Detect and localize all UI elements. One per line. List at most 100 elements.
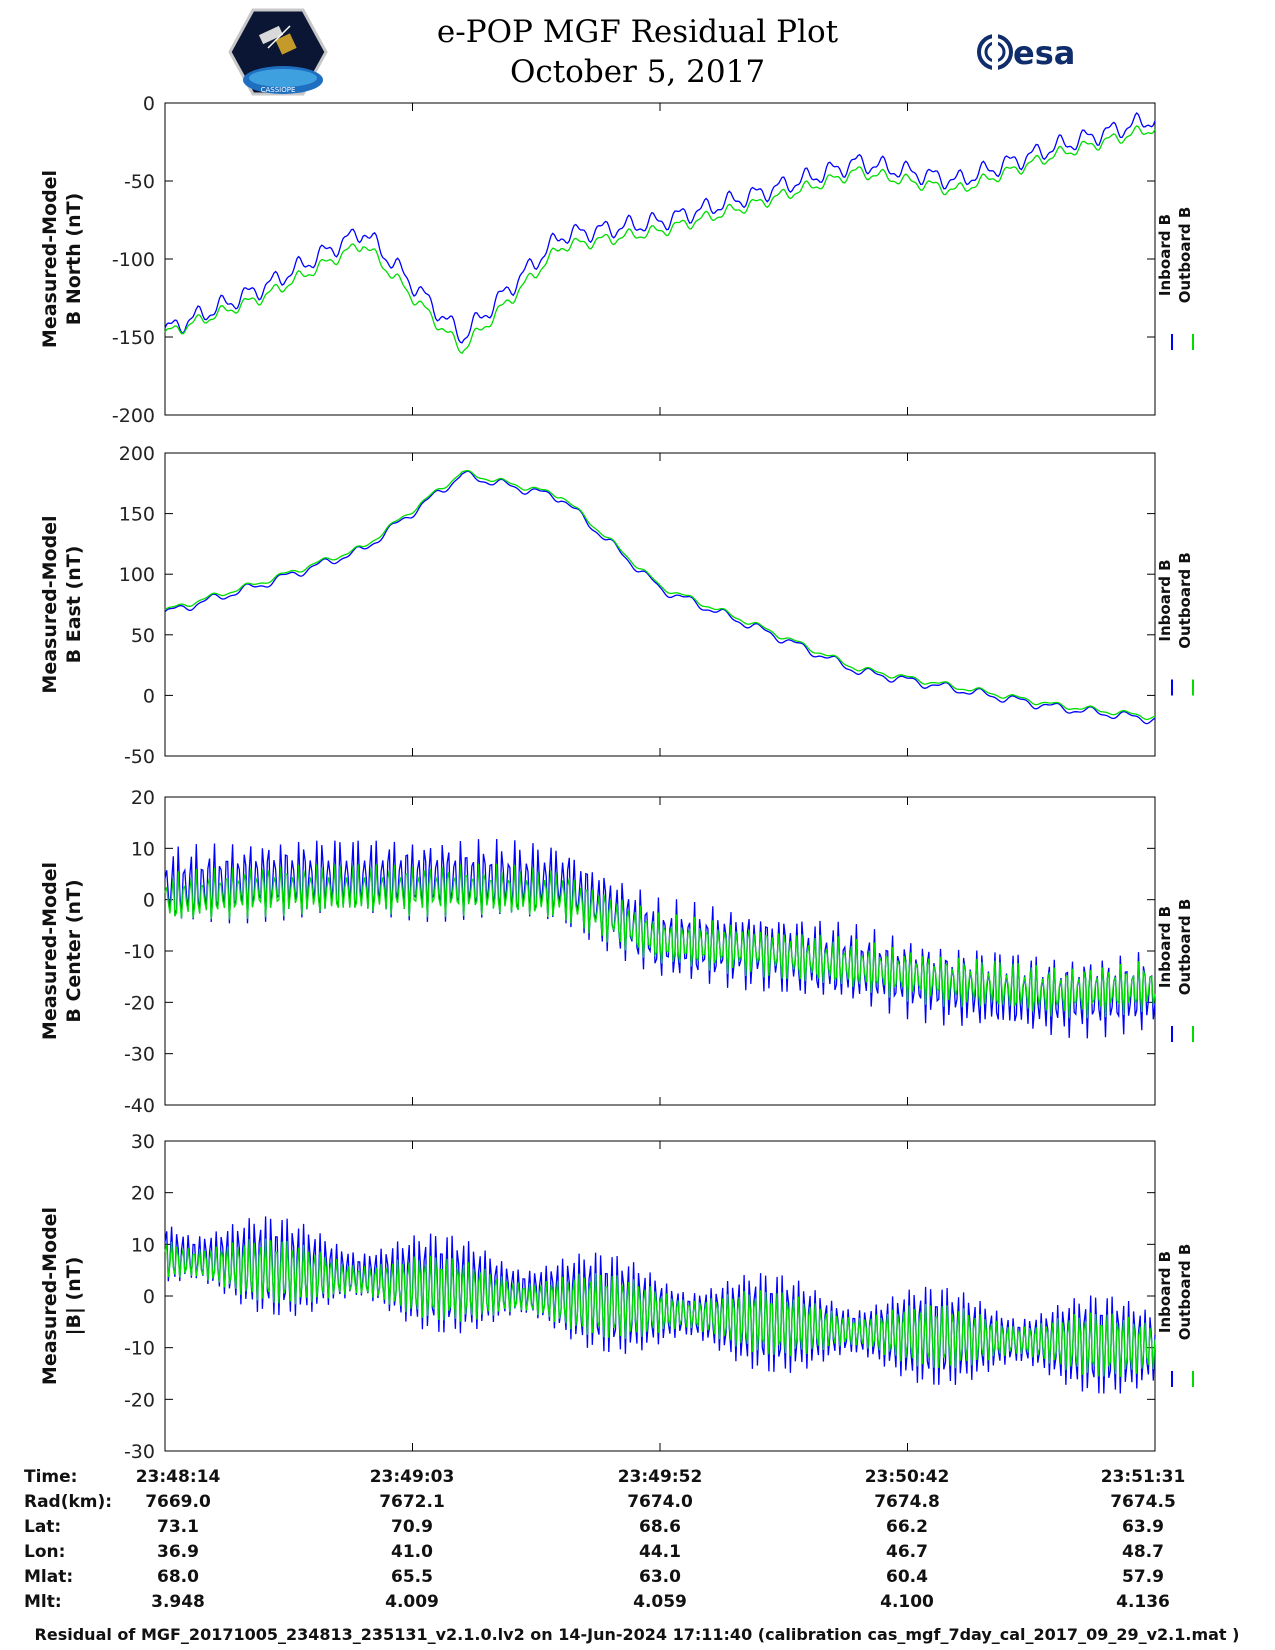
legend: Inboard B Outboard B [1156, 899, 1194, 996]
orbit-cell: 57.9 [1122, 1567, 1164, 1587]
y-axis-label: Measured-Model B North (nT) [39, 170, 85, 348]
y-tick-label: -10 [124, 1338, 155, 1360]
orbit-cell: 44.1 [639, 1542, 681, 1562]
panel-2: 200 150 100 50 0 -50 Measured-Model B East (nT)… [39, 443, 1194, 768]
orbit-cell: 48.7 [1122, 1542, 1164, 1562]
orbit-cell: 63.0 [639, 1567, 681, 1587]
panel-3: 20 10 0 -10 -20 -30 -40 Measured-Model B Center … [39, 787, 1194, 1117]
series-line-outboard [164, 863, 1156, 1019]
cassiope-logo: CASSIOPE [228, 8, 328, 96]
orbit-row-label: Mlt: [24, 1592, 62, 1612]
y-tick-label: 50 [131, 625, 155, 647]
orbit-cell: 68.0 [157, 1567, 199, 1587]
panel-1: 0 -50 -100 -150 -200 Measured-Model B North (n… [39, 93, 1194, 427]
y-tick-label: -150 [112, 327, 155, 349]
orbit-cell: 23:49:52 [618, 1467, 703, 1487]
y-tick-label: 10 [131, 1234, 155, 1256]
orbit-row-label: Lon: [24, 1542, 65, 1562]
y-axis-label-line-1: Measured-Model [39, 515, 61, 693]
axes-frame [164, 102, 1156, 416]
orbit-cell: 4.059 [633, 1592, 687, 1612]
y-tick-label: 0 [143, 685, 155, 707]
orbit-row-label: Mlat: [24, 1567, 73, 1587]
y-tick-label: -200 [112, 405, 155, 427]
panel-4: 30 20 10 0 -10 -20 -30 Measured-Model |B| (nT) In… [39, 1131, 1194, 1463]
orbit-cell: 23:49:03 [370, 1467, 455, 1487]
axes-frame [164, 452, 1156, 757]
y-tick-label: 200 [119, 443, 155, 465]
series-line-inboard [164, 470, 1156, 725]
orbit-cell: 7672.1 [379, 1492, 445, 1512]
orbit-cell: 4.009 [385, 1592, 439, 1612]
y-tick-label: -20 [124, 992, 155, 1014]
y-tick-label: -40 [124, 1095, 155, 1117]
y-axis-label: Measured-Model B Center (nT) [39, 862, 85, 1040]
orbit-cell: 7674.8 [874, 1492, 940, 1512]
orbit-cell: 70.9 [391, 1517, 433, 1537]
y-tick-label: -10 [124, 941, 155, 963]
y-tick-label: 0 [143, 93, 155, 115]
y-tick-label: -20 [124, 1389, 155, 1411]
orbit-cell: 46.7 [886, 1542, 928, 1562]
orbit-row-label: Time: [24, 1467, 77, 1487]
orbit-cell: 23:51:31 [1101, 1467, 1186, 1487]
orbit-cell: 3.948 [151, 1592, 205, 1612]
y-axis-label-line-2: |B| (nT) [63, 1257, 85, 1336]
y-axis-label-line-2: B North (nT) [63, 193, 85, 326]
y-tick-label: -50 [124, 746, 155, 768]
chart-title: e-POP MGF Residual Plot October 5, 2017 [0, 12, 1275, 92]
logo-left-text: CASSIOPE [261, 86, 296, 94]
y-axis-label-line-1: Measured-Model [39, 1207, 61, 1385]
title-line-2: October 5, 2017 [509, 54, 766, 90]
legend: Inboard B Outboard B [1156, 1244, 1194, 1341]
legend: Inboard B Outboard B [1156, 207, 1194, 304]
y-tick-label: 0 [143, 890, 155, 912]
series-line-outboard [164, 125, 1156, 355]
legend-inboard-label: Inboard B [1156, 214, 1174, 296]
y-tick-label: 10 [131, 838, 155, 860]
y-axis-label: Measured-Model B East (nT) [39, 515, 85, 693]
legend-outboard-label: Outboard B [1176, 899, 1194, 996]
orbit-cell: 63.9 [1122, 1517, 1164, 1537]
orbit-cell: 66.2 [886, 1517, 928, 1537]
orbit-row-label: Rad(km): [24, 1492, 112, 1512]
y-tick-label: -50 [124, 171, 155, 193]
legend: Inboard B Outboard B [1156, 552, 1194, 649]
y-tick-label: 20 [131, 1183, 155, 1205]
y-tick-label: 0 [143, 1286, 155, 1308]
title-line-1: e-POP MGF Residual Plot [436, 14, 839, 50]
series-line-inboard [164, 112, 1156, 344]
orbit-cell: 41.0 [391, 1542, 433, 1562]
legend-outboard-label: Outboard B [1176, 552, 1194, 649]
orbit-table: Time: 23:48:14 23:49:03 23:49:52 23:50:42 23:… [24, 1467, 1185, 1612]
y-tick-label: -30 [124, 1441, 155, 1463]
orbit-cell: 23:48:14 [136, 1467, 221, 1487]
orbit-cell: 68.6 [639, 1517, 681, 1537]
orbit-cell: 4.100 [880, 1592, 934, 1612]
legend-outboard-label: Outboard B [1176, 207, 1194, 304]
legend-inboard-label: Inboard B [1156, 1251, 1174, 1333]
esa-logo: esa [977, 34, 1075, 72]
orbit-cell: 7669.0 [145, 1492, 211, 1512]
y-tick-label: 30 [131, 1131, 155, 1153]
y-tick-label: -30 [124, 1044, 155, 1066]
orbit-cell: 65.5 [391, 1567, 433, 1587]
esa-logo-text: esa [1013, 34, 1075, 72]
y-tick-label: -100 [112, 249, 155, 271]
orbit-cell: 4.136 [1116, 1592, 1170, 1612]
orbit-cell: 7674.0 [627, 1492, 693, 1512]
series-line-outboard [164, 469, 1156, 721]
series-line-outboard [164, 1238, 1156, 1377]
y-axis-label-line-1: Measured-Model [39, 170, 61, 348]
y-tick-label: 100 [119, 564, 155, 586]
orbit-cell: 36.9 [157, 1542, 199, 1562]
legend-inboard-label: Inboard B [1156, 559, 1174, 641]
footer-caption: Residual of MGF_20171005_234813_235131_v… [35, 1625, 1240, 1644]
orbit-cell: 73.1 [157, 1517, 199, 1537]
y-axis-label: Measured-Model |B| (nT) [39, 1207, 85, 1385]
legend-inboard-label: Inboard B [1156, 906, 1174, 988]
y-axis-label-line-2: B East (nT) [63, 546, 85, 664]
series-line-inboard [164, 1216, 1156, 1394]
y-axis-label-line-1: Measured-Model [39, 862, 61, 1040]
